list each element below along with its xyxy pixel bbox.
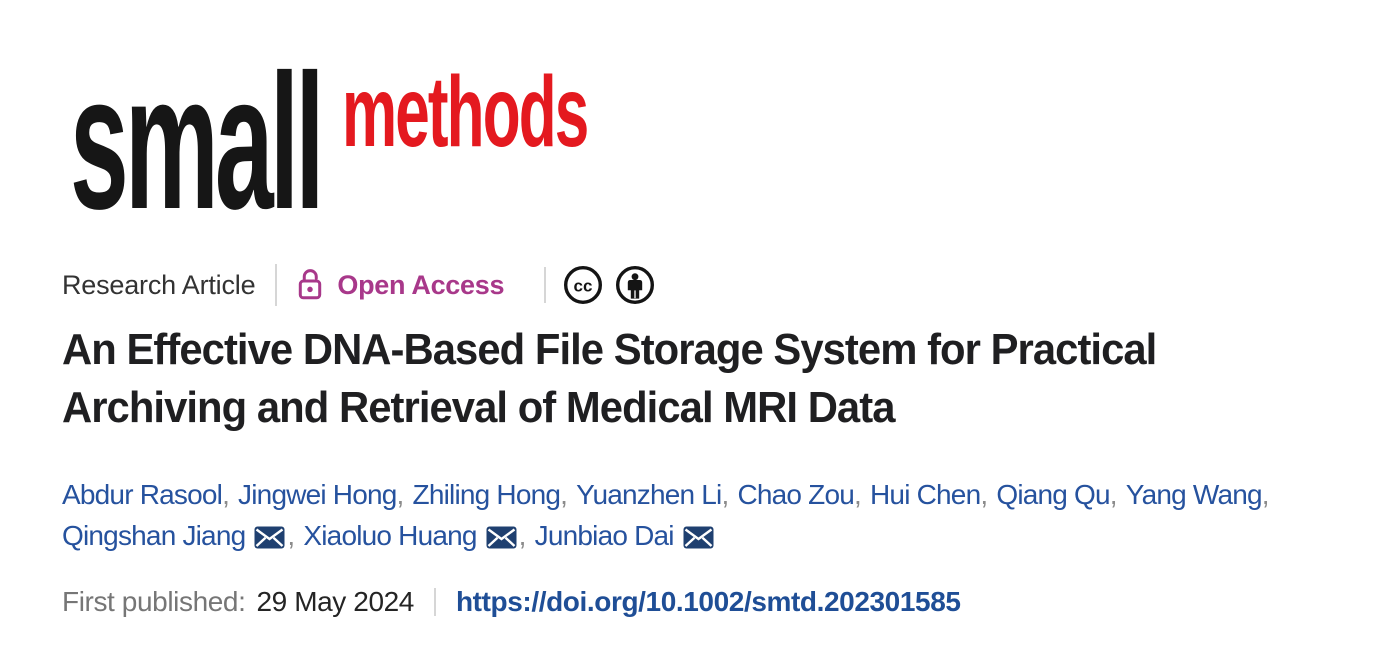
- published-date: 29 May 2024: [256, 586, 414, 617]
- author-link[interactable]: Hui Chen: [870, 479, 981, 510]
- author-link[interactable]: Chao Zou: [737, 479, 855, 510]
- author-link[interactable]: Abdur Rasool: [62, 479, 223, 510]
- doi-link[interactable]: https://doi.org/10.1002/smtd.202301585: [455, 586, 961, 617]
- article-title: An Effective DNA-Based File Storage Syst…: [62, 321, 1214, 437]
- author-separator: ,: [1109, 479, 1118, 510]
- email-envelope-icon[interactable]: [683, 526, 714, 549]
- author-link[interactable]: Yang Wang: [1125, 479, 1263, 510]
- open-lock-icon: [299, 269, 322, 300]
- author-separator: ,: [560, 479, 568, 510]
- cc-attribution-icon[interactable]: [615, 265, 655, 305]
- author-line-1: Abdur Rasool, Jingwei Hong, Zhiling Hong, Y…: [62, 474, 1278, 515]
- vertical-divider: [544, 267, 547, 303]
- author-separator: ,: [287, 520, 295, 551]
- meta-row: Research Article Open Access cc: [62, 262, 655, 308]
- journal-name-methods: methods: [342, 56, 589, 168]
- author-link[interactable]: Xiaoluo Huang: [303, 520, 477, 551]
- creative-commons-icon[interactable]: cc: [563, 265, 603, 305]
- first-published-label: First published:: [62, 586, 246, 617]
- open-access-label: Open Access: [337, 269, 505, 300]
- email-envelope-icon[interactable]: [254, 526, 285, 549]
- vertical-divider: [275, 264, 278, 306]
- vertical-divider: [433, 588, 436, 616]
- author-separator: ,: [721, 479, 729, 510]
- author-separator: ,: [980, 479, 988, 510]
- author-separator: ,: [854, 479, 862, 510]
- author-link[interactable]: Zhiling Hong: [412, 479, 561, 510]
- svg-text:cc: cc: [574, 277, 593, 296]
- author-separator: ,: [1261, 479, 1270, 510]
- title-line: Archiving and Retrieval of Medical MRI D…: [62, 383, 895, 432]
- authors-list: Abdur Rasool, Jingwei Hong, Zhiling Hong, Y…: [62, 474, 1278, 556]
- title-line: An Effective DNA-Based File Storage Syst…: [62, 325, 1157, 374]
- author-separator: ,: [222, 479, 230, 510]
- author-link[interactable]: Qiang Qu: [996, 479, 1110, 510]
- published-row: First published: 29 May 2024 https://doi…: [62, 586, 961, 618]
- author-link[interactable]: Qingshan Jiang: [62, 520, 246, 551]
- author-link[interactable]: Yuanzhen Li: [576, 479, 722, 510]
- email-envelope-icon[interactable]: [486, 526, 517, 549]
- author-separator: ,: [518, 520, 527, 551]
- journal-name-small: small: [70, 34, 325, 249]
- author-line-2: Qingshan Jiang, Xiaoluo Huang, Junbiao Dai: [62, 515, 1278, 556]
- author-link[interactable]: Jingwei Hong: [238, 479, 397, 510]
- author-link[interactable]: Junbiao Dai: [534, 520, 675, 551]
- author-separator: ,: [396, 479, 405, 510]
- article-type-label: Research Article: [62, 269, 256, 300]
- journal-logo: small methods: [70, 46, 640, 242]
